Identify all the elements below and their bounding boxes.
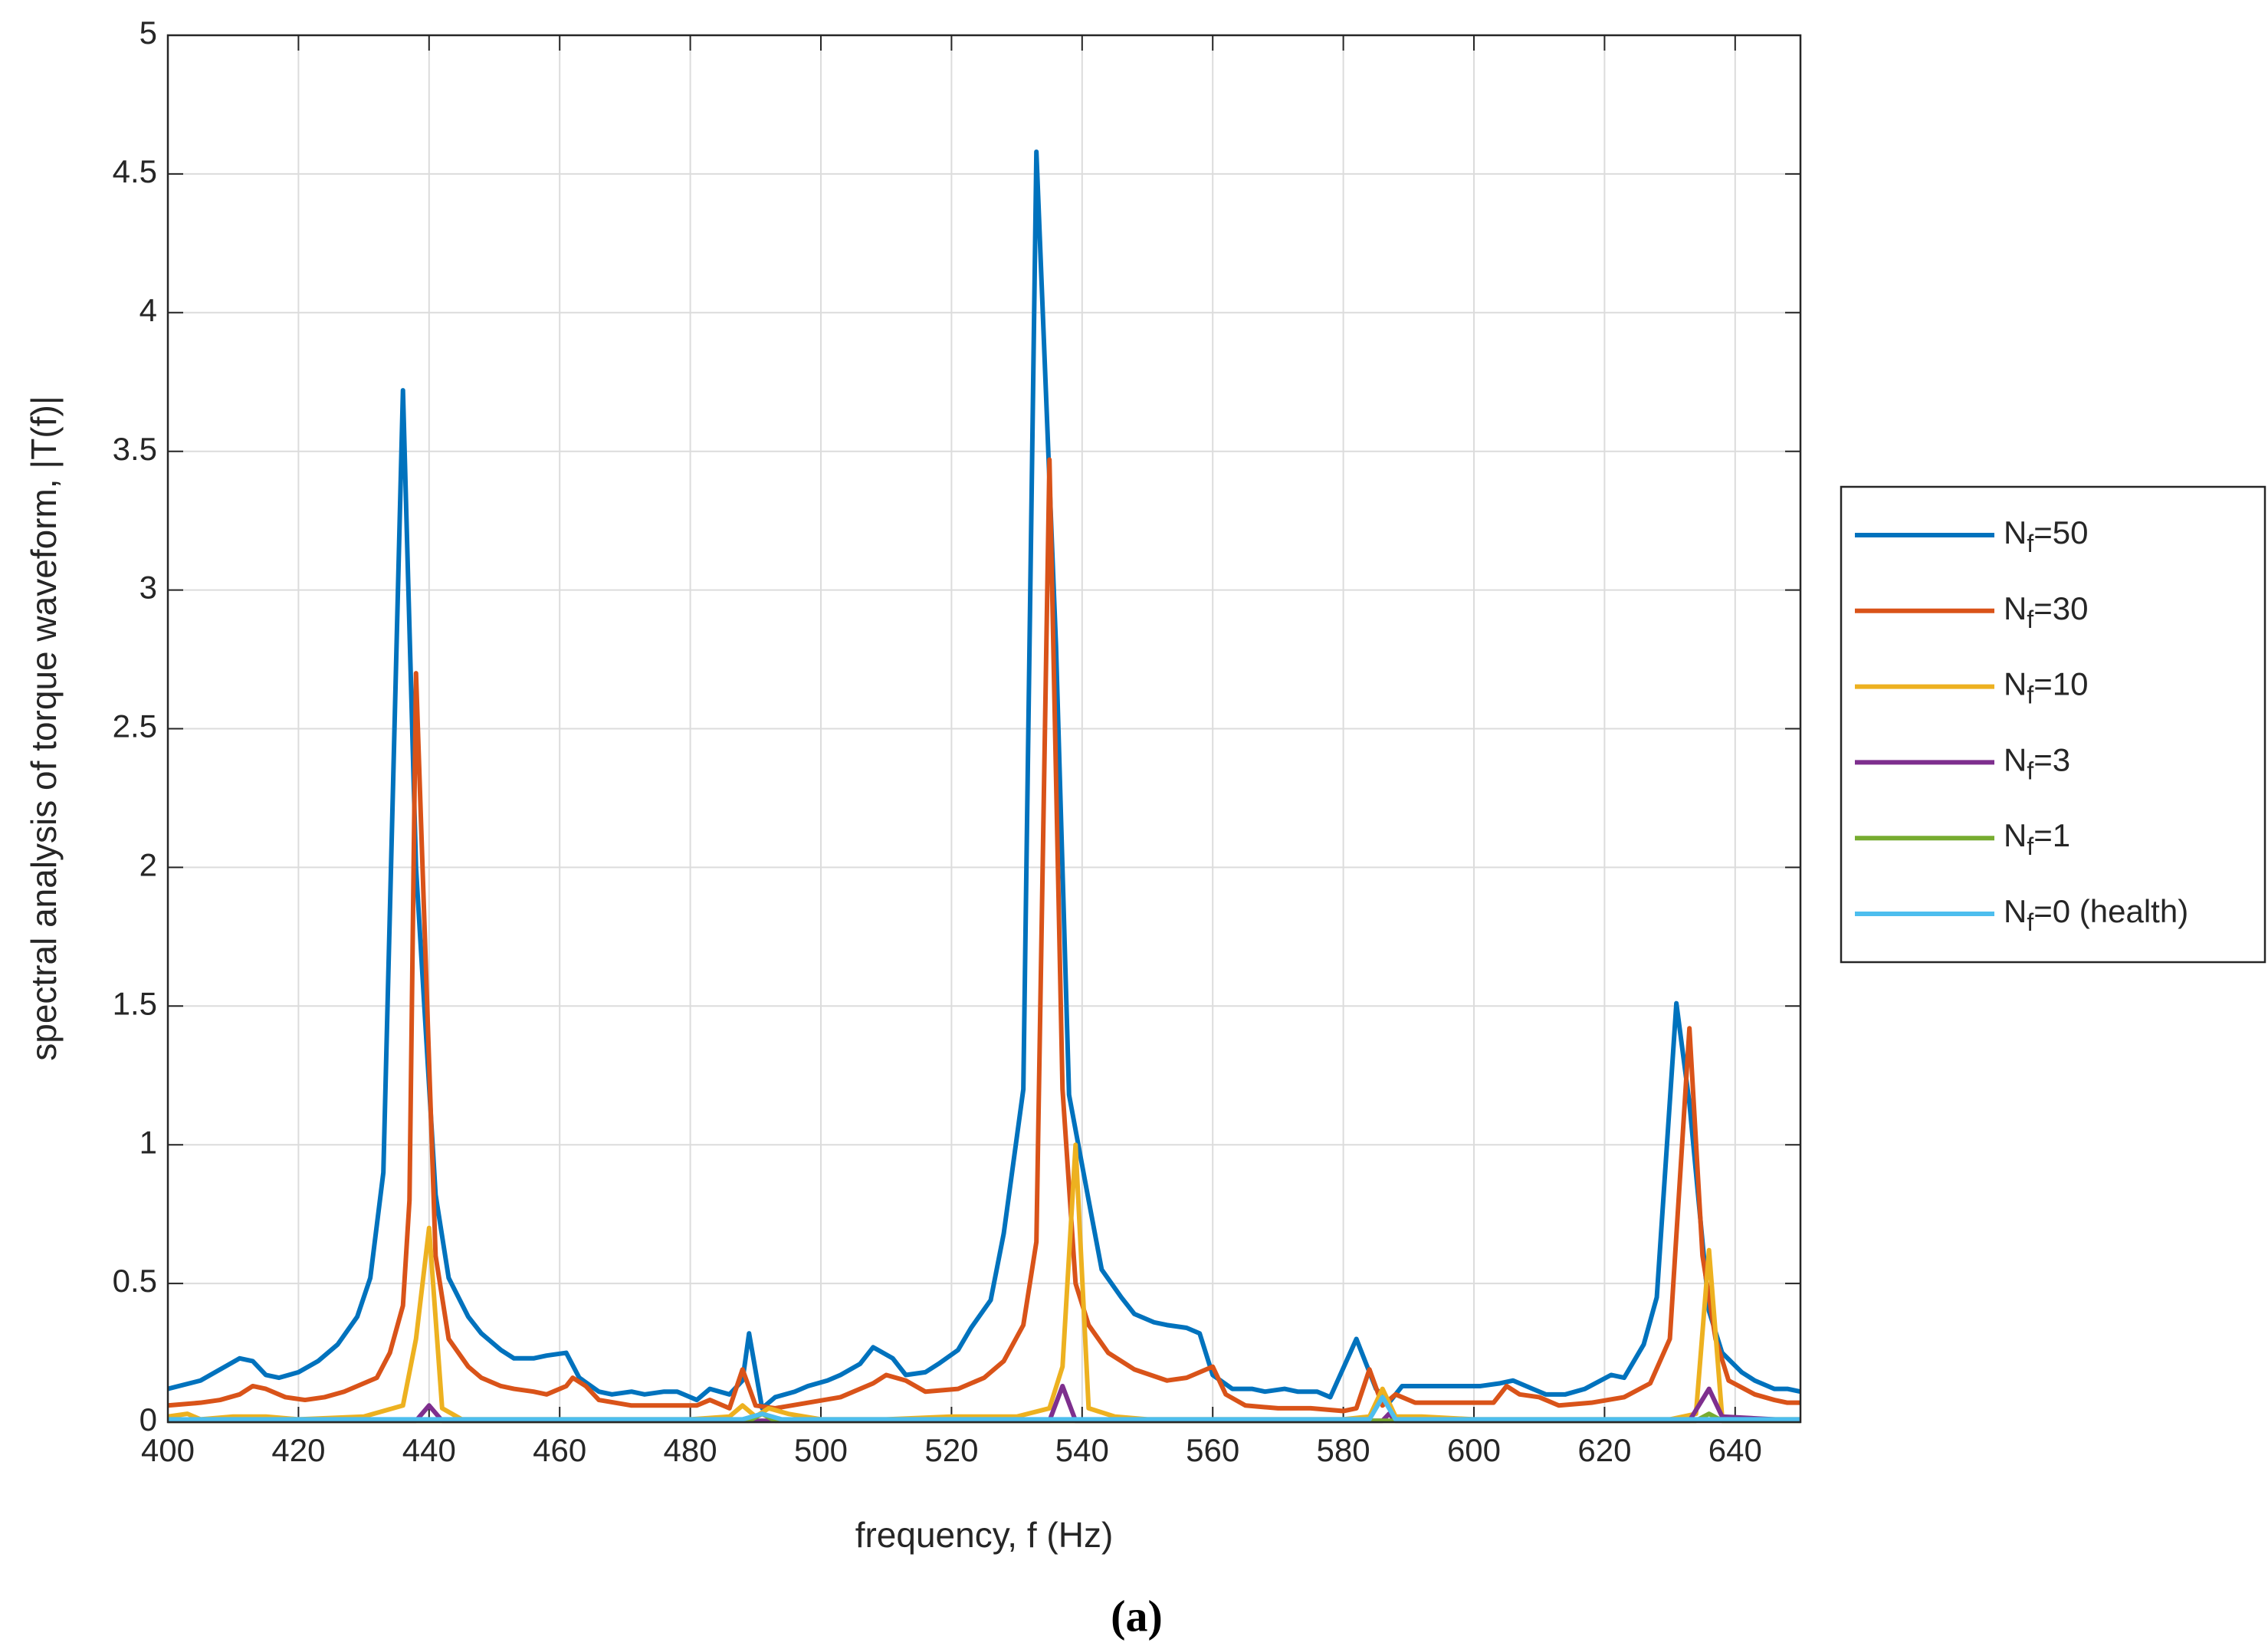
y-tick-label: 1 bbox=[139, 1124, 157, 1160]
series-line bbox=[167, 149, 1801, 1411]
y-tick-label: 4 bbox=[139, 292, 157, 328]
legend-label: Nf=50 bbox=[2004, 514, 2088, 557]
x-tick-label: 600 bbox=[1447, 1432, 1501, 1468]
legend-label: Nf=10 bbox=[2004, 666, 2088, 709]
series-line bbox=[168, 1395, 1800, 1422]
y-tick-label: 3.5 bbox=[113, 431, 157, 467]
x-tick-label: 560 bbox=[1186, 1432, 1239, 1468]
y-tick-label: 0 bbox=[139, 1401, 157, 1437]
x-tick-label: 580 bbox=[1317, 1432, 1370, 1468]
y-tick-label: 0.5 bbox=[113, 1263, 157, 1299]
legend-label: Nf=0 (health) bbox=[2004, 893, 2188, 936]
y-tick-label: 2.5 bbox=[113, 708, 157, 744]
y-tick-label: 3 bbox=[139, 570, 157, 606]
legend-label: Nf=1 bbox=[2004, 817, 2070, 860]
x-tick-label: 500 bbox=[794, 1432, 848, 1468]
x-tick-label: 520 bbox=[924, 1432, 978, 1468]
caption: (a) bbox=[1111, 1591, 1163, 1641]
legend-box bbox=[1840, 485, 2266, 964]
plot-frame bbox=[166, 34, 1802, 1424]
x-tick-label: 540 bbox=[1055, 1432, 1109, 1468]
x-tick-label: 620 bbox=[1577, 1432, 1631, 1468]
y-tick-label: 2 bbox=[139, 846, 157, 882]
series-line bbox=[167, 457, 1800, 1414]
legend-label: Nf=3 bbox=[2004, 741, 2070, 784]
y-tick-label: 5 bbox=[139, 15, 157, 51]
x-tick-label: 640 bbox=[1708, 1432, 1762, 1468]
x-tick-label: 440 bbox=[402, 1432, 456, 1468]
x-tick-label: 460 bbox=[533, 1432, 586, 1468]
y-axis-label: spectral analysis of torque waveform, |T… bbox=[24, 396, 64, 1061]
y-tick-label: 1.5 bbox=[113, 985, 157, 1021]
x-tick-label: 420 bbox=[271, 1432, 325, 1468]
x-axis-label: frequency, f (Hz) bbox=[855, 1515, 1114, 1555]
legend-label: Nf=30 bbox=[2004, 590, 2088, 633]
x-tick-label: 480 bbox=[664, 1432, 717, 1468]
x-tick-label: 400 bbox=[141, 1432, 195, 1468]
y-tick-label: 4.5 bbox=[113, 153, 157, 189]
